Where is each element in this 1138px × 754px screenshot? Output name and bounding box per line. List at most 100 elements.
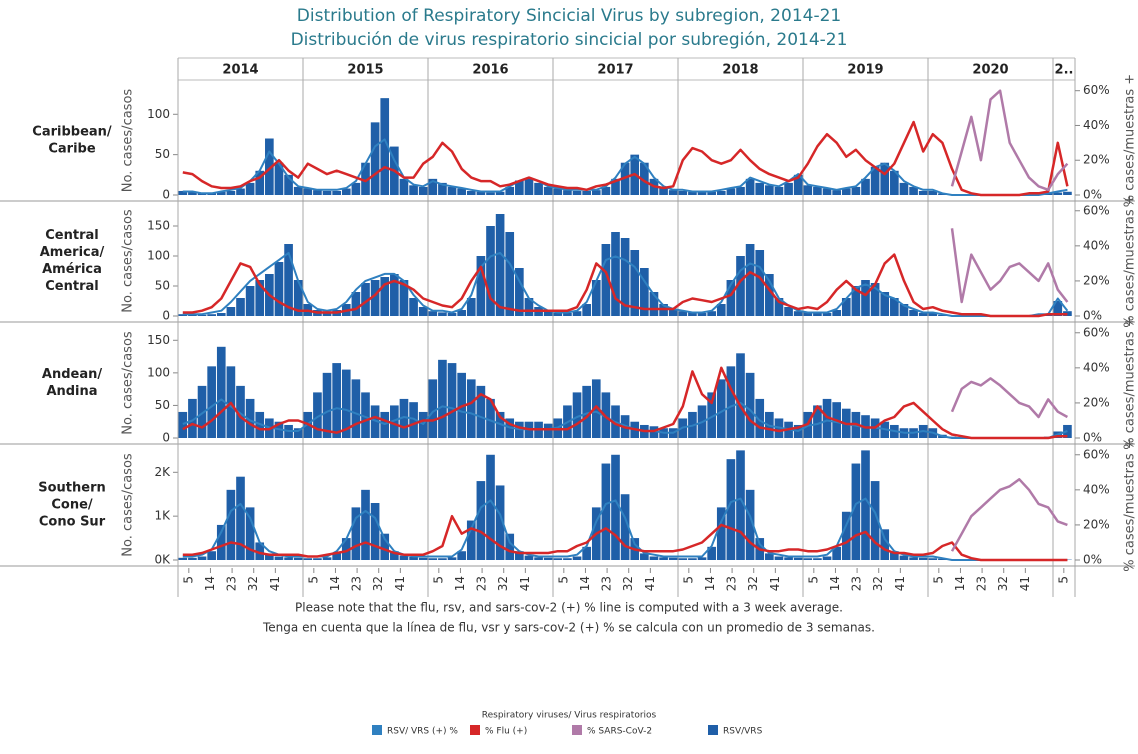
line-flu-pct <box>182 514 1068 562</box>
bar <box>476 191 486 195</box>
bar <box>841 188 851 195</box>
bar <box>716 379 726 438</box>
x-tick-label: 5 <box>431 576 445 584</box>
bar <box>534 557 543 560</box>
bar <box>515 268 524 316</box>
bar <box>390 551 399 560</box>
bar <box>553 558 563 560</box>
bar <box>332 553 341 560</box>
bar <box>380 98 390 195</box>
bar <box>543 557 553 560</box>
bar <box>447 557 457 560</box>
y2-tick-label: 20% <box>1083 517 1110 531</box>
bar <box>534 182 543 195</box>
y2-tick-label: 40% <box>1083 238 1110 252</box>
bar <box>851 463 861 560</box>
bar <box>476 481 486 560</box>
y2-axis-label: % cases/muestras + <box>1123 74 1138 207</box>
bar <box>188 314 197 316</box>
y2-tick-label: 0% <box>1083 309 1102 323</box>
y2-tick-label: 60% <box>1083 83 1110 97</box>
bar <box>861 178 870 195</box>
bar <box>716 304 726 316</box>
panel-name: Caribbean/ <box>32 125 112 140</box>
panel-name: Central <box>45 279 98 294</box>
legend-title: Respiratory viruses/ Virus respiratorios <box>482 711 657 721</box>
bar <box>505 186 515 195</box>
bar <box>697 557 707 560</box>
x-tick-label: 23 <box>600 576 614 591</box>
bar <box>640 162 649 195</box>
bar <box>409 402 418 438</box>
line-rsv-pct <box>182 398 1068 439</box>
x-tick-label: 32 <box>871 576 885 591</box>
bar <box>216 313 226 316</box>
bar <box>1063 191 1072 195</box>
x-tick-label: 32 <box>246 576 260 591</box>
y-tick-label: 50 <box>155 398 170 412</box>
bar <box>688 191 697 195</box>
year-label: 2015 <box>347 63 383 78</box>
bar <box>399 555 409 560</box>
bar <box>409 556 418 560</box>
bar <box>476 256 486 316</box>
bar <box>438 558 447 560</box>
x-tick-label: 14 <box>453 576 467 591</box>
y-tick-label: 150 <box>147 333 170 347</box>
bar <box>918 190 928 195</box>
bar <box>255 170 265 195</box>
bar <box>515 180 524 195</box>
line-rsv-pct <box>182 138 1068 196</box>
bar <box>736 450 745 560</box>
bar <box>591 190 601 195</box>
bar <box>447 363 457 438</box>
bar <box>716 190 726 195</box>
x-tick-label: 41 <box>893 576 907 591</box>
bar <box>668 310 678 316</box>
panel-name: América <box>42 262 102 277</box>
y2-axis-label: % cases/muestras + <box>1123 316 1138 449</box>
y2-tick-label: 60% <box>1083 447 1110 461</box>
y-tick-label: 50 <box>155 279 170 293</box>
bar <box>890 551 899 560</box>
bar <box>409 185 418 195</box>
bar <box>938 314 947 316</box>
bar <box>899 182 909 195</box>
x-tick-label: 5 <box>306 576 320 584</box>
bar <box>216 524 226 560</box>
y-axis-label: No. cases/casos <box>121 89 136 193</box>
bar <box>822 313 832 316</box>
bar <box>909 557 918 560</box>
bar <box>832 310 841 316</box>
bar <box>543 186 553 195</box>
bar <box>822 188 832 195</box>
bar <box>515 551 524 560</box>
bar <box>399 280 409 316</box>
x-tick-label: 14 <box>828 576 842 591</box>
bar <box>851 286 861 316</box>
bar <box>380 277 390 316</box>
bar <box>457 310 466 316</box>
x-tick-label: 5 <box>181 576 195 584</box>
bar <box>543 423 553 438</box>
bar <box>428 379 438 438</box>
bar <box>197 556 207 560</box>
bar <box>601 186 611 195</box>
bar <box>370 503 380 560</box>
bar <box>563 313 572 316</box>
bar <box>341 188 351 195</box>
bar <box>563 558 572 560</box>
bar <box>813 186 822 195</box>
y2-tick-label: 60% <box>1083 203 1110 217</box>
bar <box>1053 301 1063 316</box>
y-tick-label: 1K <box>154 509 171 523</box>
bar <box>726 459 736 560</box>
bar <box>591 379 601 438</box>
line-sars-pct <box>950 377 1069 419</box>
bar <box>284 244 293 316</box>
x-tick-label: 32 <box>371 576 385 591</box>
bar <box>736 353 745 438</box>
bar <box>765 274 774 316</box>
bar <box>880 292 890 316</box>
bar <box>909 310 918 316</box>
